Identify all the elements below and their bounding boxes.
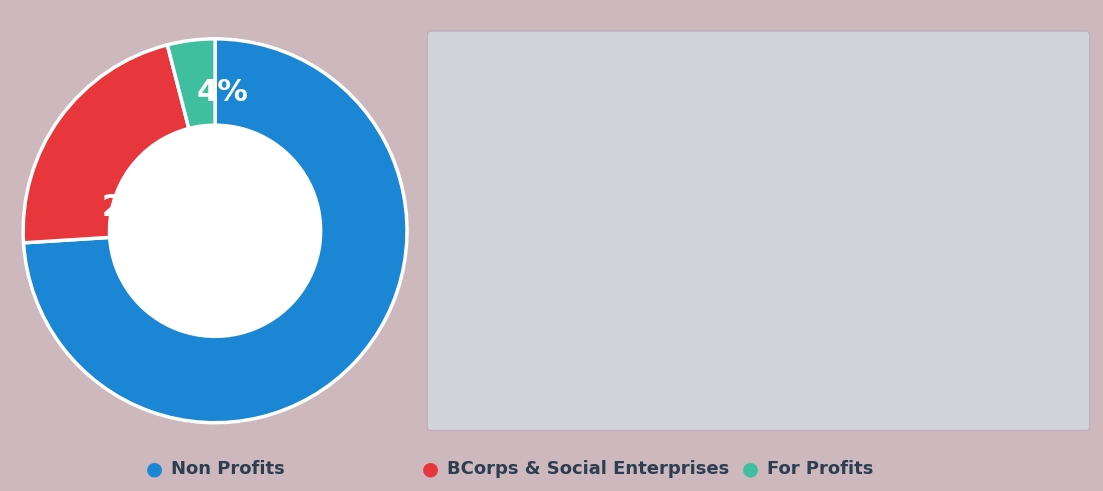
Text: ●: ● — [146, 460, 163, 478]
Wedge shape — [23, 39, 407, 423]
Wedge shape — [23, 45, 189, 243]
Text: BCorps & Social Enterprises: BCorps & Social Enterprises — [447, 460, 729, 478]
Wedge shape — [168, 39, 215, 129]
Text: 74%: 74% — [236, 251, 309, 280]
Circle shape — [109, 125, 321, 336]
Text: 4%: 4% — [196, 78, 248, 107]
Text: For Profits: For Profits — [767, 460, 872, 478]
Text: Non Profits: Non Profits — [171, 460, 285, 478]
Text: ●: ● — [421, 460, 439, 478]
Text: 22%: 22% — [101, 193, 174, 222]
Text: ●: ● — [741, 460, 759, 478]
FancyBboxPatch shape — [427, 31, 1090, 431]
